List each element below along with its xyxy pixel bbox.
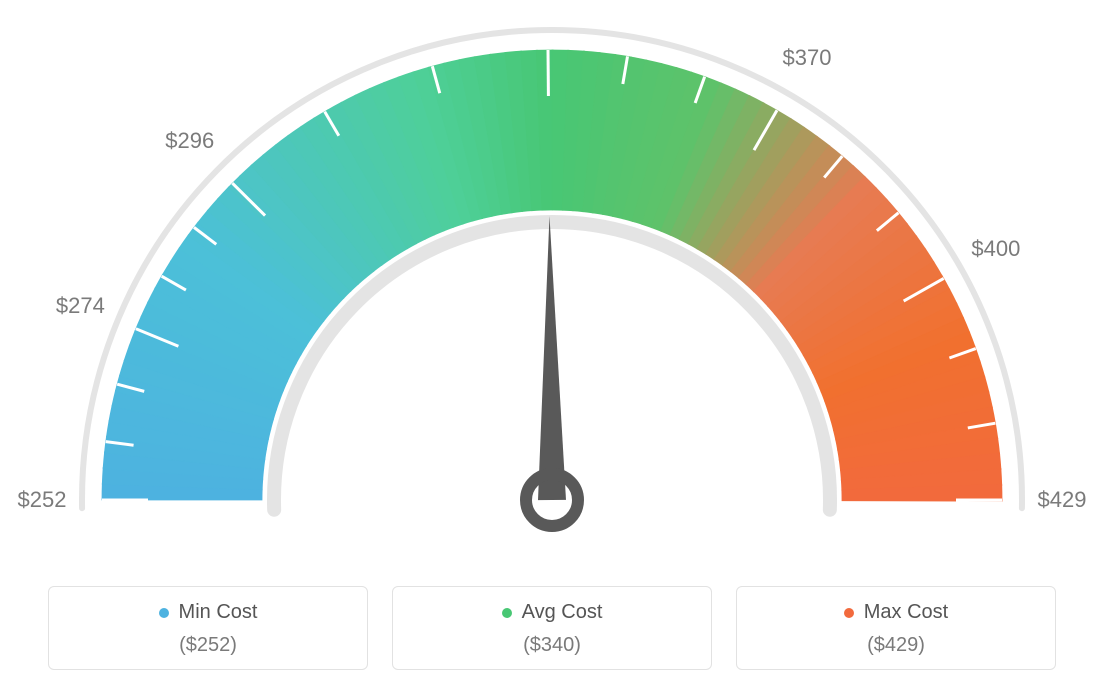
legend-label: Max Cost — [864, 601, 948, 624]
gauge-tick-label: $274 — [56, 293, 105, 319]
legend-title-max: Max Cost — [844, 601, 948, 624]
gauge-tick-label: $296 — [165, 128, 214, 154]
legend-value-max: ($429) — [747, 634, 1045, 657]
legend-value-avg: ($340) — [403, 634, 701, 657]
gauge-tick-label: $429 — [1038, 487, 1087, 513]
legend-card-min: Min Cost ($252) — [48, 586, 368, 670]
gauge-tick-label: $400 — [971, 236, 1020, 262]
dot-icon — [502, 608, 512, 618]
gauge-tick-label: $370 — [783, 45, 832, 71]
legend-value-min: ($252) — [59, 634, 357, 657]
legend-row: Min Cost ($252) Avg Cost ($340) Max Cost… — [0, 586, 1104, 670]
gauge-tick-label: $252 — [18, 487, 67, 513]
legend-label: Min Cost — [179, 601, 258, 624]
gauge-svg — [0, 0, 1104, 560]
legend-title-min: Min Cost — [159, 601, 258, 624]
legend-card-avg: Avg Cost ($340) — [392, 586, 712, 670]
legend-label: Avg Cost — [522, 601, 603, 624]
gauge-tick-label: $340 — [523, 0, 572, 3]
legend-title-avg: Avg Cost — [502, 601, 603, 624]
dot-icon — [159, 608, 169, 618]
dot-icon — [844, 608, 854, 618]
legend-card-max: Max Cost ($429) — [736, 586, 1056, 670]
gauge-chart: $252 $274 $296 $340 $370 $400 $429 — [0, 0, 1104, 560]
